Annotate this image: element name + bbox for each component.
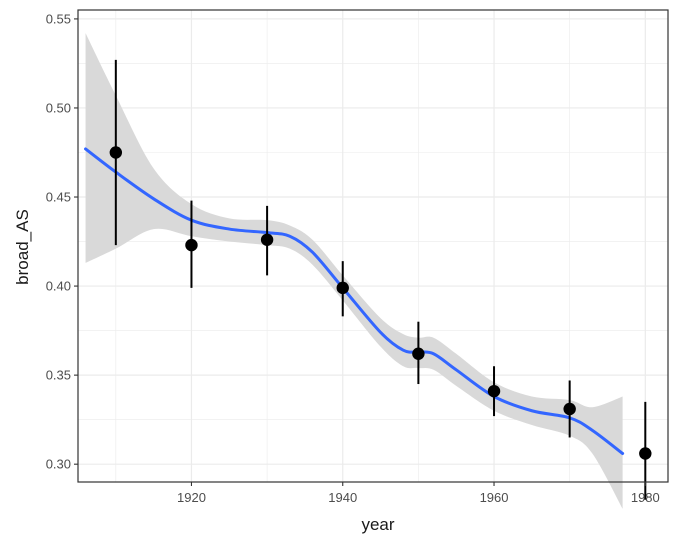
data-point: [412, 347, 425, 360]
x-tick-label: 1920: [177, 490, 206, 505]
y-tick-label: 0.55: [46, 11, 71, 26]
data-point: [260, 233, 274, 246]
x-axis-ticks: 1920 1940 1960 1980: [177, 482, 660, 505]
x-tick-label: 1960: [480, 490, 509, 505]
data-point: [639, 447, 652, 460]
panel-border: [77, 9, 669, 483]
y-tick-label: 0.40: [46, 279, 71, 294]
x-axis-title: year: [361, 515, 394, 534]
data-point: [109, 146, 123, 159]
data-point: [563, 402, 576, 416]
y-tick-label: 0.50: [46, 100, 71, 115]
y-tick-label: 0.45: [46, 190, 71, 205]
x-tick-label: 1940: [328, 490, 357, 505]
data-point: [185, 238, 198, 252]
x-tick-label: 1980: [631, 490, 660, 505]
y-axis-ticks: 0.30 0.35 0.40 0.45 0.50 0.55: [46, 11, 78, 472]
y-tick-label: 0.35: [46, 368, 71, 383]
panel-border-layer: [77, 9, 669, 483]
data-point: [336, 281, 349, 295]
data-points: [109, 146, 652, 460]
data-point: [487, 384, 501, 398]
y-axis-title: broad_AS: [13, 209, 32, 285]
y-tick-label: 0.30: [46, 457, 71, 472]
